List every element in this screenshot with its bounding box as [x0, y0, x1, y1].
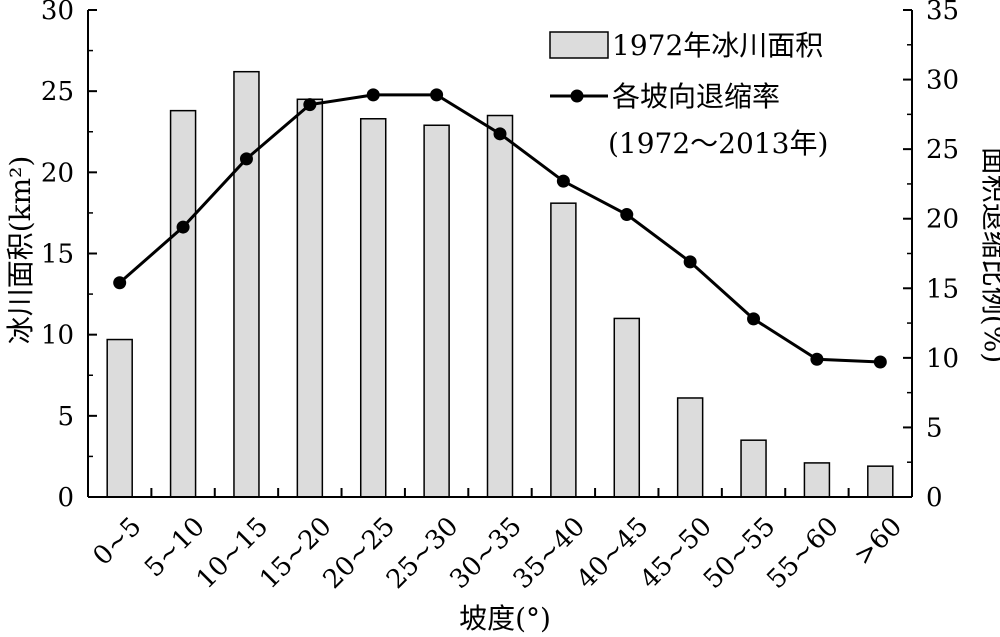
- y-right-tick-label: 5: [926, 413, 943, 443]
- bar-35~40: [550, 202, 577, 498]
- y-right-tick-label: 10: [926, 344, 959, 374]
- bar-15~20: [296, 98, 324, 498]
- bar-0~5: [106, 338, 133, 498]
- point->60: [873, 355, 887, 369]
- point-25~30: [430, 88, 444, 102]
- bar->60: [867, 465, 894, 498]
- point-30~35: [493, 127, 507, 141]
- y-axis-right-title: 面积退缩比例(%): [978, 147, 1000, 363]
- bar-50~55: [740, 439, 767, 498]
- point-40~45: [620, 208, 634, 222]
- bar-30~35: [486, 114, 514, 498]
- point-15~20: [303, 98, 317, 112]
- y-left-tick-label: 5: [57, 402, 74, 432]
- legend-bar-label: 1972年冰川面积: [612, 29, 823, 62]
- y-axis-left-title: 冰川面积(km²): [4, 156, 37, 345]
- y-right-tick-label: 0: [926, 483, 943, 513]
- axes-layer: 0 5 10 15 20 25 30 0 5 10 15 20 25 30 35: [41, 0, 959, 513]
- x-tick-label: >60: [848, 512, 908, 572]
- bar-5~10: [169, 109, 197, 498]
- y-left-tick-label: 30: [41, 0, 74, 26]
- bar-20~25: [359, 118, 387, 498]
- x-tick-labels: 0~55~1010~1515~2020~2525~3030~3535~4040~…: [87, 512, 908, 595]
- y-left-tick-label: 10: [41, 321, 74, 351]
- y-right-tick-label: 15: [926, 274, 959, 304]
- y-left-tick-label: 0: [57, 483, 74, 513]
- x-tick-label: 55~60: [761, 512, 844, 595]
- y-left-tick-label: 20: [41, 158, 74, 188]
- bar-55~60: [803, 462, 831, 498]
- point-10~15: [239, 152, 253, 166]
- y-left-tick-label: 25: [41, 77, 74, 107]
- point-55~60: [810, 352, 824, 366]
- point-0~5: [113, 276, 127, 290]
- bar-layer: [106, 70, 894, 498]
- legend-line-note: (1972～2013年): [608, 127, 828, 160]
- legend-line-label: 各坡向退缩率: [612, 80, 780, 113]
- point-5~10: [176, 220, 190, 234]
- line-layer: [113, 88, 887, 369]
- bar-10~15: [233, 70, 260, 498]
- point-20~25: [366, 88, 380, 102]
- y-right-tick-label: 25: [926, 135, 959, 165]
- y-right-tick-label: 30: [926, 66, 959, 96]
- y-right-tick-label: 35: [926, 0, 959, 26]
- legend: 1972年冰川面积 各坡向退缩率 (1972～2013年): [549, 29, 828, 160]
- point-45~50: [683, 255, 697, 269]
- x-axis-title: 坡度(°): [459, 602, 551, 635]
- y-left-tick-label: 15: [41, 240, 74, 270]
- bar-45~50: [676, 397, 704, 498]
- legend-line-marker: [570, 89, 584, 103]
- y-right-tick-label: 20: [926, 205, 959, 235]
- bar-25~30: [423, 124, 450, 498]
- bar-40~45: [613, 317, 641, 498]
- legend-bar-swatch: [549, 31, 609, 59]
- point-50~55: [747, 312, 761, 326]
- point-35~40: [556, 174, 570, 188]
